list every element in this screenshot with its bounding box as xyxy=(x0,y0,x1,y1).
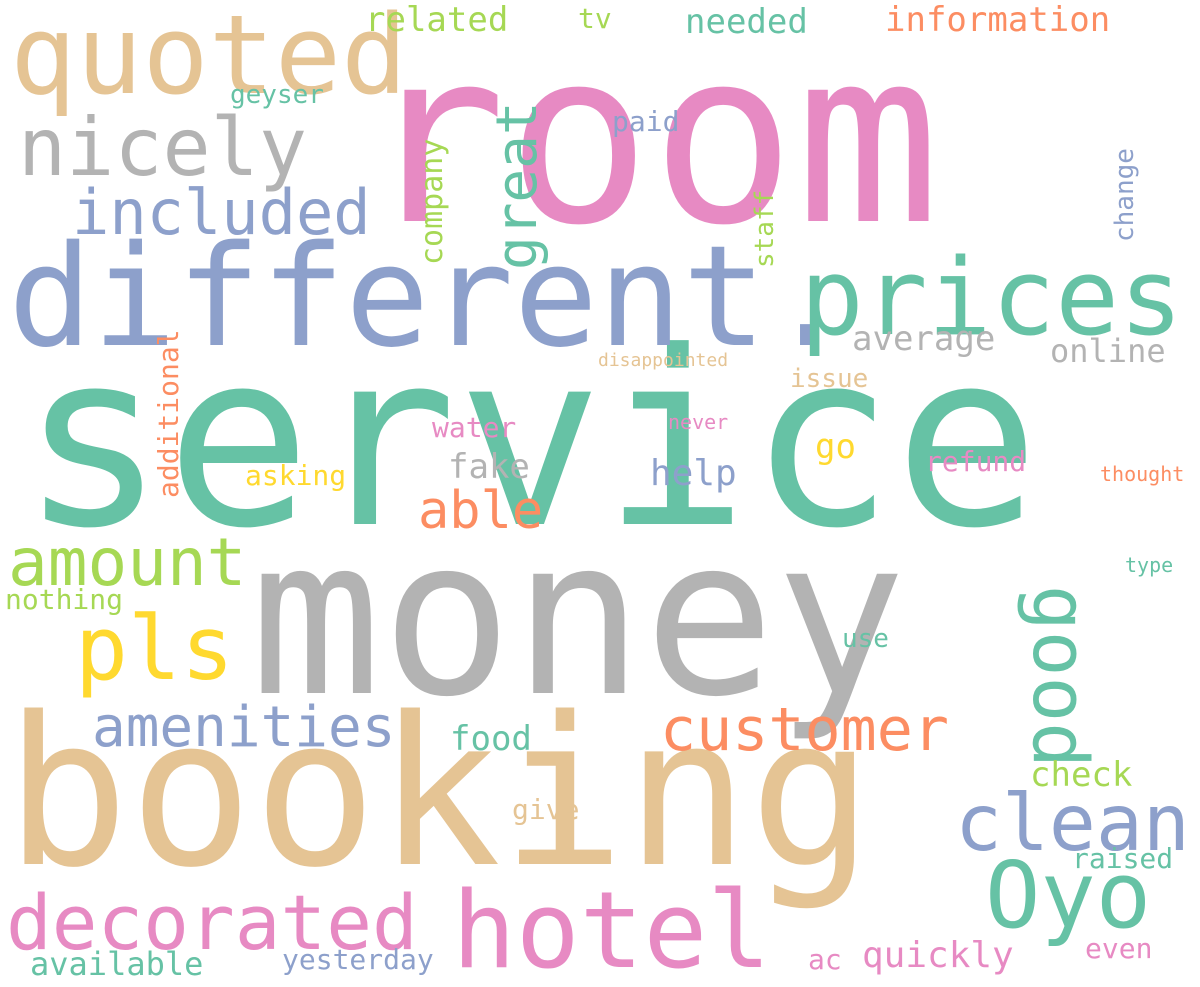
word-company: company xyxy=(415,138,450,265)
word-ac: ac xyxy=(808,943,842,976)
word-online: online xyxy=(1050,332,1166,370)
word-average: average xyxy=(852,319,996,359)
word-money: money xyxy=(250,492,907,745)
word-included: included xyxy=(72,176,371,249)
word-information: information xyxy=(885,0,1111,40)
word-check: check xyxy=(1030,755,1133,795)
word-change: change xyxy=(1110,148,1140,242)
word-booking: booking xyxy=(5,673,874,913)
word-fake: fake xyxy=(448,447,530,487)
word-quickly: quickly xyxy=(862,935,1014,976)
word-even: even xyxy=(1085,932,1153,965)
word-different: different. xyxy=(8,216,851,379)
word-help: help xyxy=(650,453,737,494)
word-asking: asking xyxy=(245,459,347,492)
word-issue: issue xyxy=(790,364,869,394)
word-yesterday: yesterday xyxy=(282,943,434,976)
word-nicely: nicely xyxy=(18,101,307,194)
word-food: food xyxy=(450,719,532,759)
word-type: type xyxy=(1125,553,1174,577)
word-refund: refund xyxy=(925,445,1027,478)
word-amount: amount xyxy=(8,524,247,601)
word-paid: paid xyxy=(612,105,680,138)
word-clean: clean xyxy=(955,779,1190,869)
word-service: service xyxy=(20,300,1040,582)
word-room: room xyxy=(362,0,940,278)
word-prices: prices xyxy=(800,236,1183,359)
word-go: go xyxy=(815,427,856,467)
word-give: give xyxy=(512,793,580,826)
word-disappointed: disappointed xyxy=(598,350,729,371)
word-never: never xyxy=(668,410,729,434)
word-good: good xyxy=(1016,585,1105,769)
word-amenities: amenities xyxy=(92,695,396,760)
word-customer: customer xyxy=(660,695,949,765)
word-tv: tv xyxy=(578,2,612,35)
word-water: water xyxy=(432,411,517,444)
word-raised: raised xyxy=(1072,842,1174,875)
word-decorated: decorated xyxy=(6,878,418,967)
word-geyser: geyser xyxy=(230,80,324,110)
word-pls: pls xyxy=(75,597,234,700)
word-related: related xyxy=(365,0,509,40)
word-staff: staff xyxy=(750,189,780,268)
word-hotel: hotel xyxy=(452,869,772,987)
word-oyo: Oyo xyxy=(985,842,1152,949)
word-needed: needed xyxy=(685,2,808,42)
word-nothing: nothing xyxy=(5,583,124,616)
word-use: use xyxy=(842,624,889,654)
word-additional: additional xyxy=(152,329,185,498)
word-able: able xyxy=(418,481,544,541)
word-quoted: quoted xyxy=(10,0,408,119)
word-thought: thought xyxy=(1100,462,1185,486)
word-great: great xyxy=(485,101,550,270)
word-available: available xyxy=(30,945,204,983)
